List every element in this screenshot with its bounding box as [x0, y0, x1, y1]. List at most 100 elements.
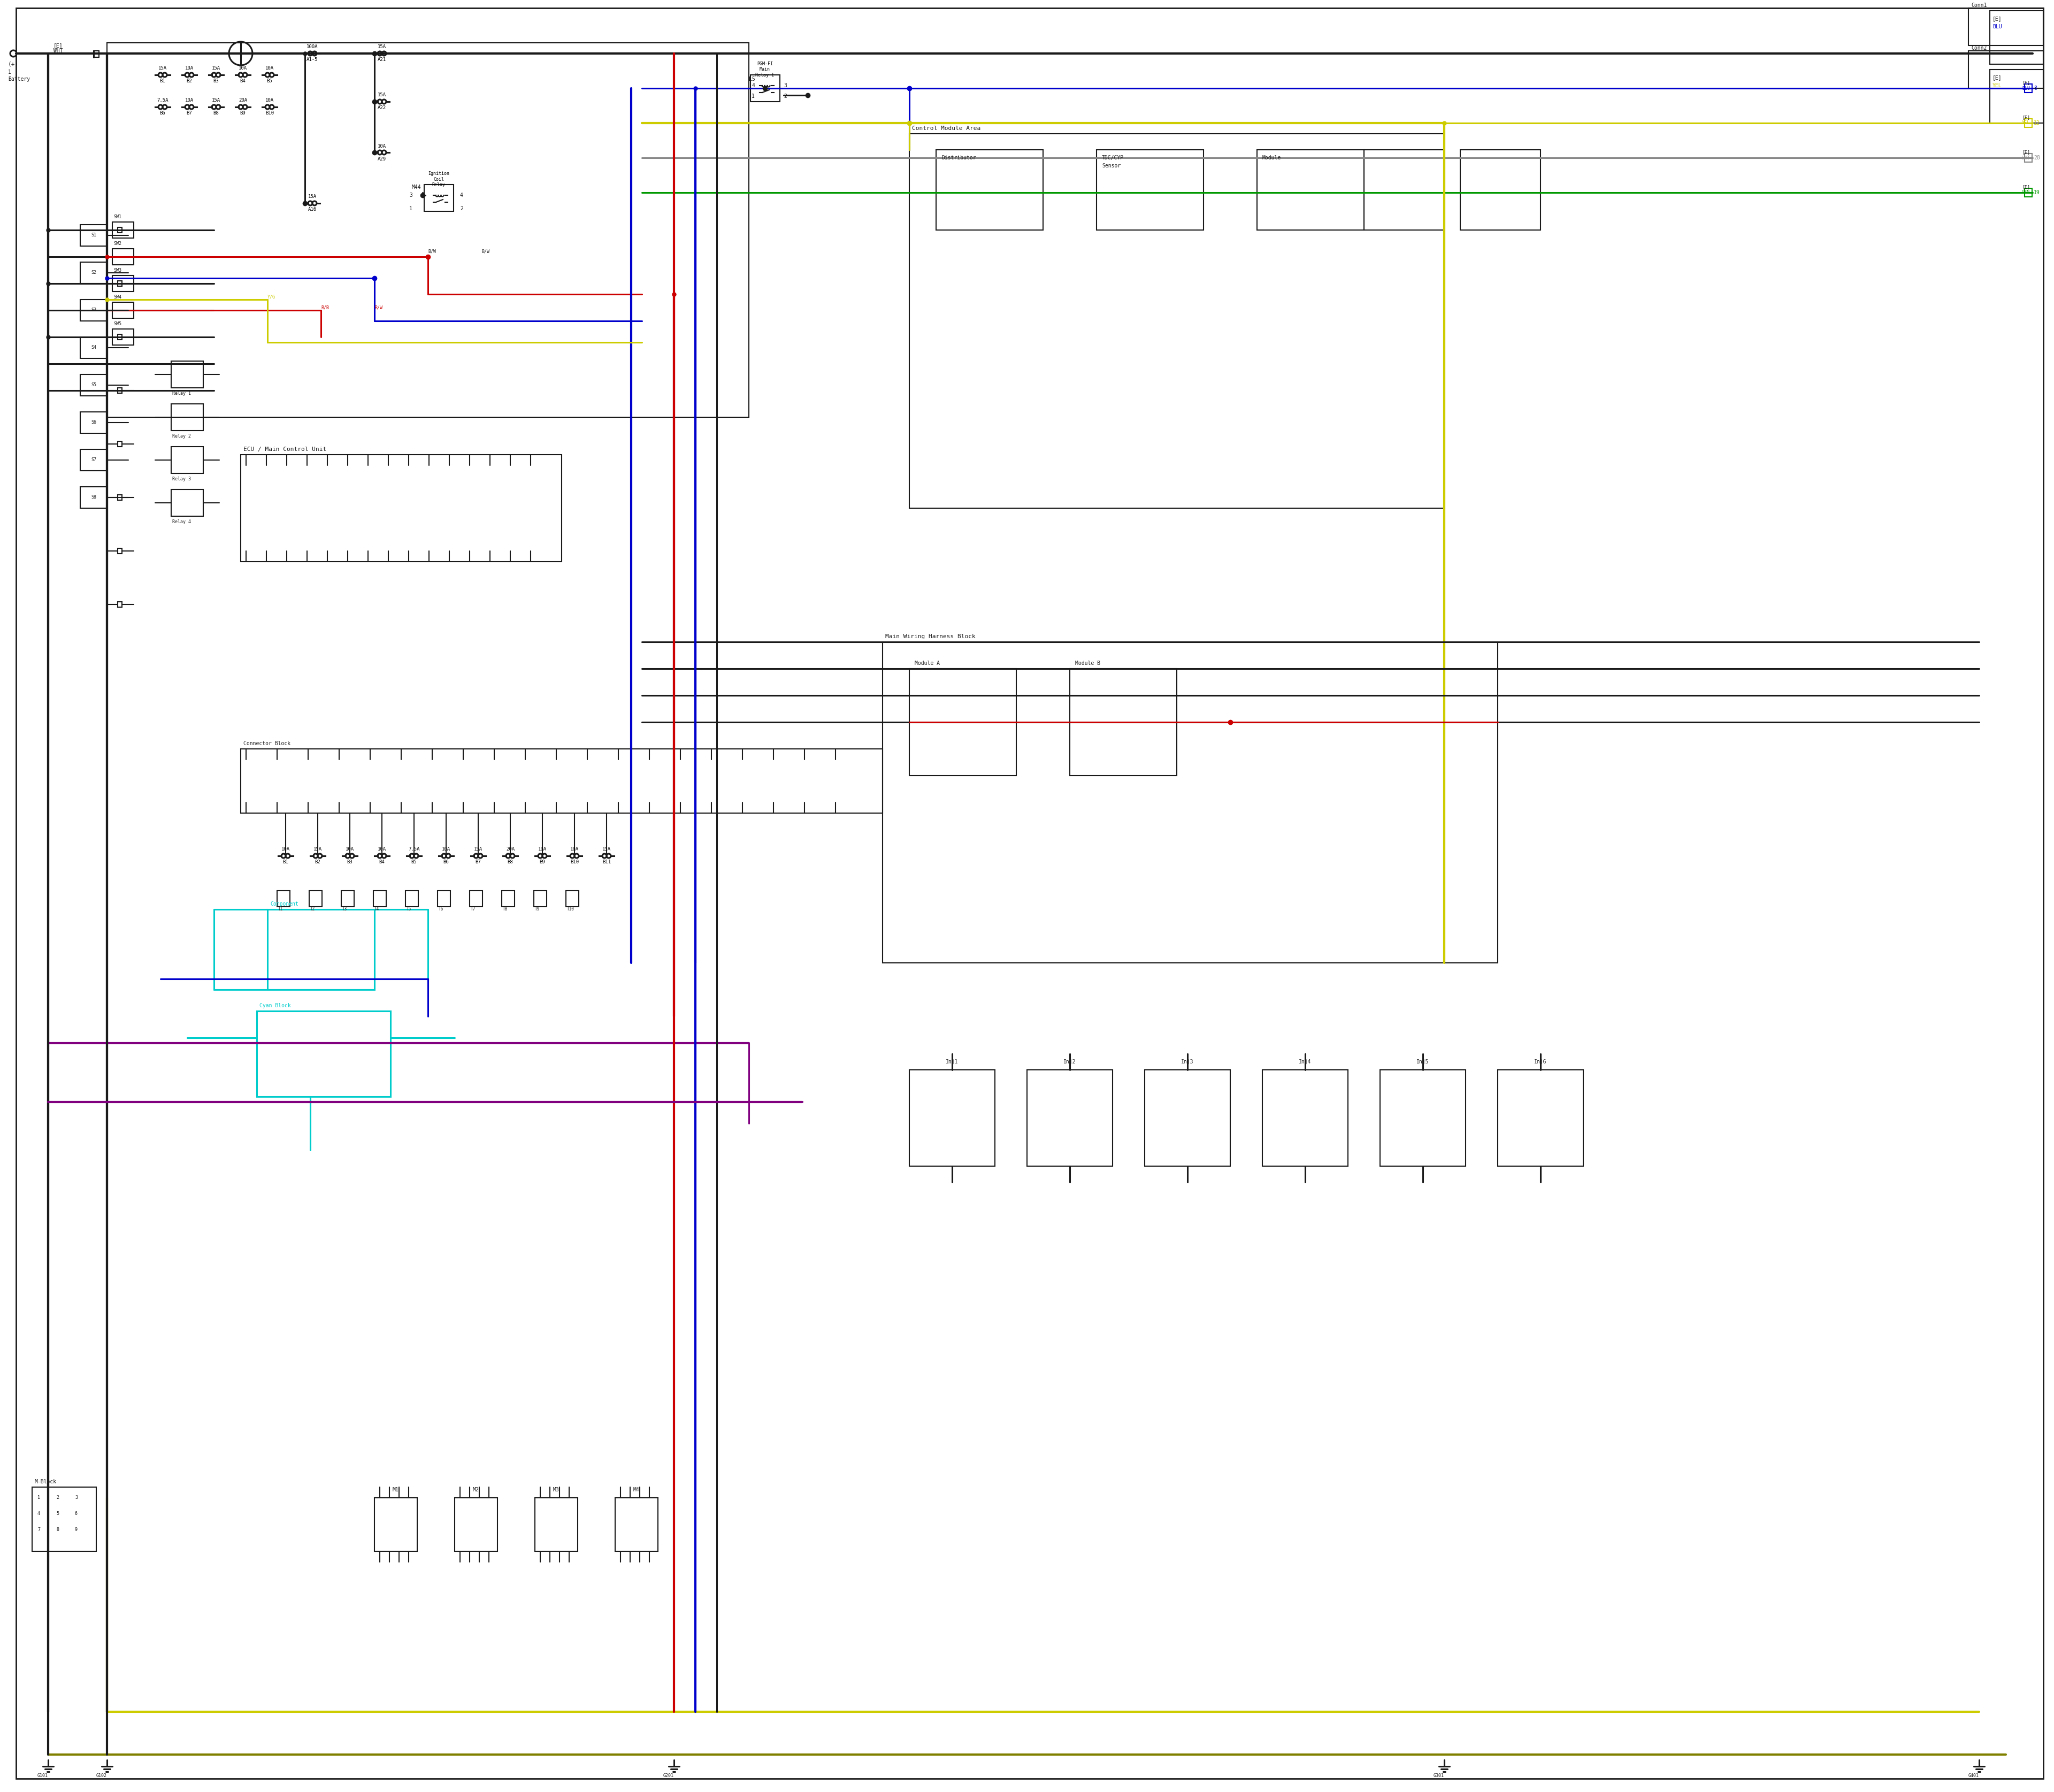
Text: S7: S7	[90, 457, 97, 462]
Text: 19: 19	[2033, 190, 2040, 195]
Text: 1: 1	[8, 70, 10, 75]
Text: M1: M1	[392, 1487, 398, 1493]
Text: Inj2: Inj2	[1064, 1059, 1076, 1064]
Text: 12: 12	[2033, 120, 2040, 125]
Text: G401: G401	[1968, 1774, 1980, 1778]
Text: 10A: 10A	[185, 66, 193, 72]
Bar	[80, 224, 107, 246]
Text: 100A: 100A	[306, 45, 318, 50]
Text: B4: B4	[380, 860, 384, 866]
Bar	[1144, 1070, 1230, 1167]
Text: B5: B5	[411, 860, 417, 866]
Text: Sensor: Sensor	[1101, 163, 1121, 168]
Text: Connector Block: Connector Block	[242, 740, 290, 745]
Text: 10A: 10A	[345, 848, 353, 851]
Text: B6: B6	[444, 860, 450, 866]
Text: Conn2: Conn2	[1972, 45, 1986, 50]
Bar	[883, 642, 1497, 962]
Text: 1: 1	[752, 93, 754, 99]
Text: L5: L5	[750, 77, 756, 82]
Text: R/B: R/B	[320, 305, 329, 310]
Bar	[117, 228, 121, 233]
Bar	[1968, 50, 2044, 88]
Bar	[80, 487, 107, 509]
Text: Y/G: Y/G	[267, 294, 275, 299]
Bar	[341, 891, 353, 907]
Text: 15A: 15A	[308, 195, 316, 199]
Text: 20A: 20A	[238, 99, 246, 102]
Bar	[1380, 1070, 1467, 1167]
Text: B6: B6	[160, 111, 166, 116]
Text: 10A: 10A	[378, 848, 386, 851]
Text: A21: A21	[378, 57, 386, 63]
Text: Inj1: Inj1	[945, 1059, 959, 1064]
Text: 8: 8	[55, 1527, 60, 1532]
Bar	[438, 891, 450, 907]
Text: [E]: [E]	[2021, 115, 2029, 120]
Text: T6: T6	[440, 907, 444, 912]
Text: 5: 5	[55, 1511, 60, 1516]
Text: B1: B1	[283, 860, 288, 866]
Text: 1: 1	[409, 206, 413, 211]
Text: 10A: 10A	[378, 143, 386, 149]
Text: S8: S8	[90, 495, 97, 500]
Bar	[170, 489, 203, 516]
Text: B2: B2	[314, 860, 320, 866]
Text: S2: S2	[90, 271, 97, 276]
Text: Module B: Module B	[1074, 661, 1101, 667]
Bar	[425, 185, 454, 211]
Bar	[80, 412, 107, 434]
Text: 7.5A: 7.5A	[409, 848, 419, 851]
Bar	[170, 360, 203, 387]
Text: Relay 1: Relay 1	[173, 391, 191, 396]
Text: B4: B4	[240, 79, 246, 84]
Bar	[117, 281, 121, 287]
Text: B9: B9	[540, 860, 544, 866]
Text: G301: G301	[1434, 1774, 1444, 1778]
Text: Relay 4: Relay 4	[173, 520, 191, 523]
Text: PGM-FI
Main
Relay 1: PGM-FI Main Relay 1	[756, 61, 774, 77]
Bar	[1097, 151, 1204, 229]
Text: 2: 2	[785, 93, 787, 99]
Text: Relay 3: Relay 3	[173, 477, 191, 482]
Text: 15A: 15A	[314, 848, 322, 851]
Bar	[33, 1487, 97, 1552]
Text: SW4: SW4	[113, 294, 121, 299]
Text: 4: 4	[37, 1511, 41, 1516]
Bar	[240, 749, 883, 814]
Text: Inj3: Inj3	[1181, 1059, 1193, 1064]
Text: M3: M3	[553, 1487, 559, 1493]
Bar	[1968, 7, 2044, 45]
Text: T10: T10	[567, 907, 575, 912]
Text: (+): (+)	[8, 61, 18, 66]
Bar	[2025, 188, 2031, 197]
Bar	[1263, 1070, 1347, 1167]
Bar	[534, 1498, 577, 1552]
Text: 7.5A: 7.5A	[156, 99, 168, 102]
Text: 6: 6	[74, 1511, 78, 1516]
Text: [E]: [E]	[2021, 185, 2029, 190]
Text: T1: T1	[277, 907, 283, 912]
Text: WHT: WHT	[2021, 156, 2029, 159]
Text: R/W: R/W	[374, 305, 382, 310]
Text: 10A: 10A	[238, 66, 246, 72]
Bar	[937, 151, 1043, 229]
Text: 15A: 15A	[378, 45, 386, 50]
Text: Main Wiring Harness Block: Main Wiring Harness Block	[885, 634, 976, 640]
Text: B8: B8	[214, 111, 220, 116]
Text: 2: 2	[55, 1495, 60, 1500]
Bar	[117, 495, 121, 500]
Bar	[2025, 84, 2031, 93]
Bar	[257, 1011, 390, 1097]
Bar	[117, 387, 121, 392]
Bar	[80, 337, 107, 358]
Text: YEL: YEL	[1992, 82, 2003, 88]
Bar	[113, 222, 134, 238]
Bar	[113, 276, 134, 292]
Text: TDC/CYP: TDC/CYP	[1101, 156, 1124, 161]
Text: T4: T4	[374, 907, 380, 912]
Text: B/W: B/W	[481, 249, 489, 254]
Text: GRN: GRN	[2021, 190, 2029, 195]
Bar	[750, 75, 781, 102]
Text: S4: S4	[90, 346, 97, 349]
